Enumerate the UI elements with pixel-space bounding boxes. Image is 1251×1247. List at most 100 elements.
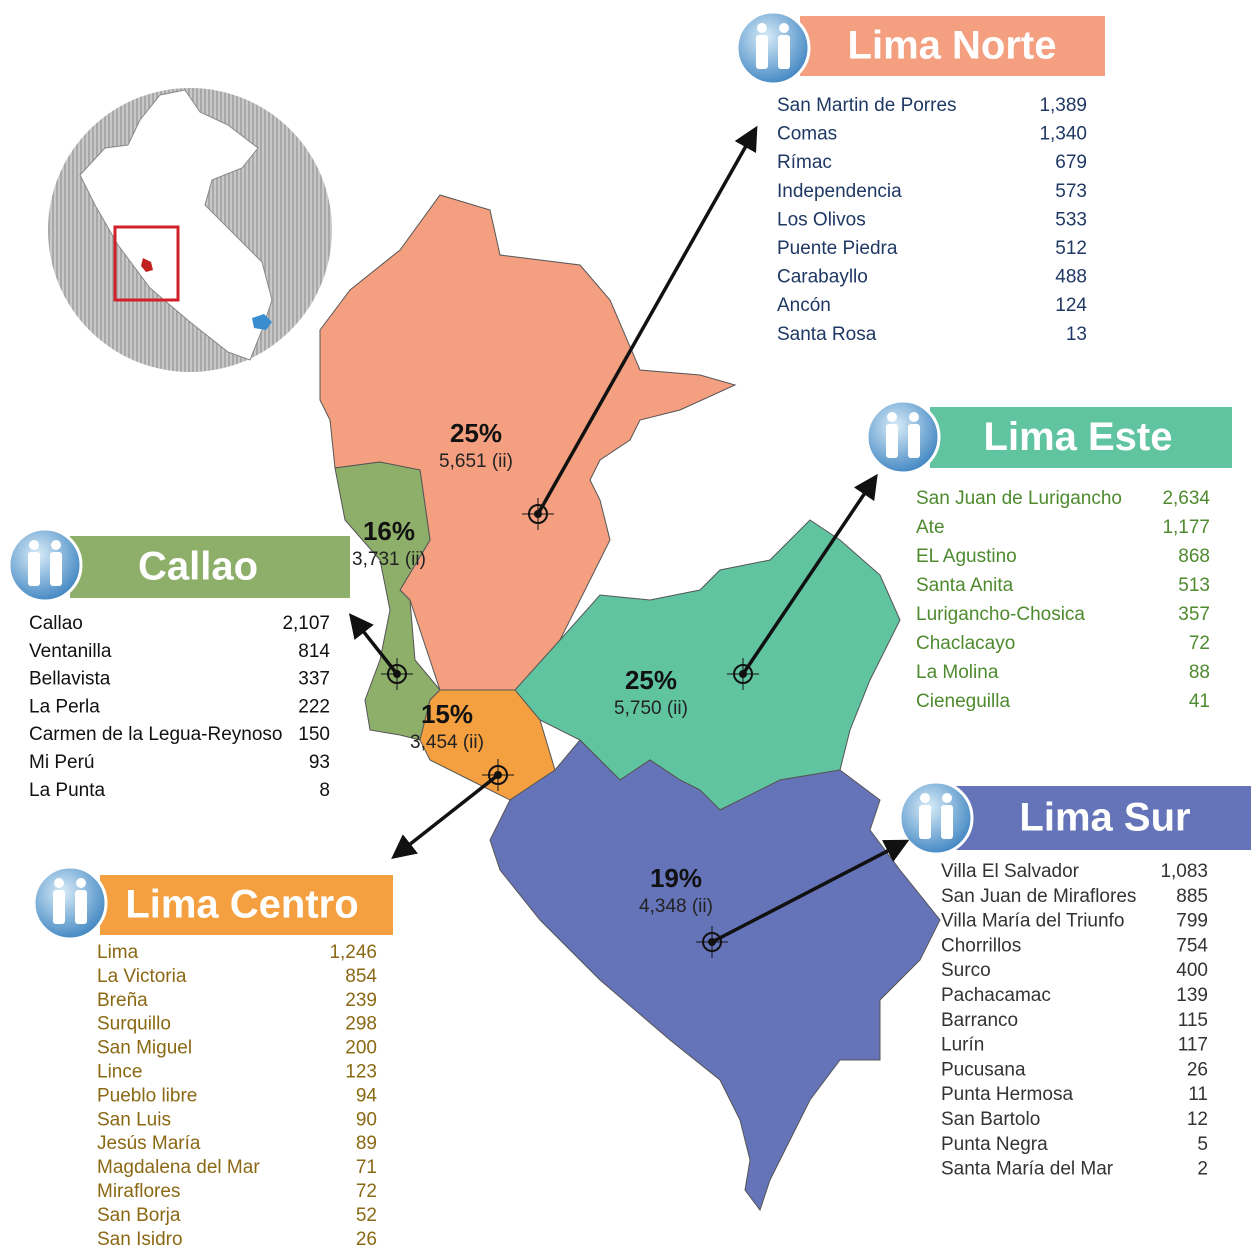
- district-value: 90: [356, 1109, 377, 1130]
- district-name: Villa El Salvador: [941, 861, 1080, 882]
- district-value: 5: [1197, 1134, 1208, 1155]
- region-header-band: [930, 407, 1232, 468]
- region-icon: [898, 780, 974, 856]
- district-value: 200: [345, 1038, 377, 1059]
- district-value: 2,107: [282, 613, 330, 634]
- district-name: La Perla: [29, 696, 100, 717]
- icon-head: [76, 878, 86, 888]
- district-value: 799: [1176, 911, 1208, 932]
- district-name: Lurín: [941, 1035, 984, 1056]
- district-value: 400: [1176, 960, 1208, 981]
- district-name: Mi Perú: [29, 752, 94, 773]
- icon-circle: [865, 399, 941, 475]
- district-name: La Punta: [29, 780, 105, 801]
- district-name: Lince: [97, 1062, 142, 1083]
- district-name: San Martin de Porres: [777, 95, 957, 116]
- icon-body: [908, 424, 920, 458]
- district-name: Comas: [777, 124, 837, 145]
- district-name: Cieneguilla: [916, 691, 1010, 712]
- region-header-band: [940, 786, 1251, 850]
- district-value: 885: [1176, 886, 1208, 907]
- pointer-arrow: [391, 773, 500, 860]
- target-cross: [696, 926, 728, 958]
- target-marker: [727, 658, 759, 690]
- pointer-arrow: [536, 125, 758, 515]
- district-value: 1,389: [1039, 95, 1087, 116]
- district-value: 93: [309, 752, 330, 773]
- district-name: San Borja: [97, 1205, 181, 1226]
- pointer-arrow: [741, 473, 878, 675]
- target-cross: [522, 498, 554, 530]
- region-header-band: [70, 536, 350, 598]
- district-name: Pucusana: [941, 1059, 1026, 1080]
- district-value: 150: [298, 724, 330, 745]
- district-value: 11: [1188, 1084, 1208, 1105]
- region-icon: [865, 399, 941, 475]
- district-name: La Victoria: [97, 966, 187, 987]
- region-percent: 15%: [421, 699, 473, 729]
- region-title: Callao: [138, 545, 258, 589]
- region-header-band: [800, 16, 1105, 76]
- icon-head: [887, 412, 897, 422]
- region-title: Lima Este: [984, 415, 1173, 459]
- district-name: La Molina: [916, 662, 999, 683]
- district-value: 854: [345, 966, 377, 987]
- district-name: Ventanilla: [29, 641, 112, 662]
- region-icon: [7, 527, 83, 603]
- icon-body: [941, 805, 953, 839]
- district-name: Magdalena del Mar: [97, 1157, 260, 1178]
- icon-circle: [735, 10, 811, 86]
- district-name: Rímac: [777, 152, 832, 173]
- district-name: Santa Rosa: [777, 324, 877, 345]
- district-name: Surquillo: [97, 1014, 171, 1035]
- region-icon: [32, 865, 108, 941]
- target-cross: [727, 658, 759, 690]
- icon-body: [756, 35, 768, 69]
- district-value: 26: [1187, 1059, 1208, 1080]
- locator-globe: [48, 88, 332, 372]
- district-name: Chaclacayo: [916, 633, 1015, 654]
- icon-body: [886, 424, 898, 458]
- district-value: 1,340: [1039, 124, 1087, 145]
- icon-body: [919, 805, 931, 839]
- icon-body: [53, 890, 65, 924]
- region-total: 5,651 (ii): [439, 451, 513, 472]
- district-value: 868: [1178, 546, 1210, 567]
- region-icon: [735, 10, 811, 86]
- district-name: Ate: [916, 517, 945, 538]
- district-value: 72: [356, 1181, 377, 1202]
- district-value: 2: [1197, 1159, 1208, 1180]
- icon-circle: [898, 780, 974, 856]
- icon-head: [29, 540, 39, 550]
- icon-head: [909, 412, 919, 422]
- target-marker: [522, 498, 554, 530]
- icon-head: [942, 793, 952, 803]
- district-name: San Isidro: [97, 1229, 183, 1247]
- target-cross: [381, 658, 413, 690]
- icon-body: [778, 35, 790, 69]
- district-value: 124: [1055, 295, 1087, 316]
- icon-head: [54, 878, 64, 888]
- district-name: Punta Negra: [941, 1134, 1048, 1155]
- district-name: Bellavista: [29, 669, 111, 690]
- region-title: Lima Sur: [1019, 796, 1190, 840]
- district-name: Miraflores: [97, 1181, 180, 1202]
- icon-circle: [32, 865, 108, 941]
- district-value: 488: [1055, 267, 1087, 288]
- district-name: Pueblo libre: [97, 1085, 197, 1106]
- district-name: Santa Anita: [916, 575, 1014, 596]
- lima-sur-area: [489, 739, 941, 1212]
- district-value: 12: [1187, 1109, 1208, 1130]
- district-value: 115: [1178, 1010, 1208, 1031]
- district-value: 89: [356, 1133, 377, 1154]
- region-total: 3,454 (ii): [410, 732, 484, 753]
- region-header-band: [100, 875, 393, 935]
- district-value: 239: [345, 990, 377, 1011]
- district-value: 139: [1176, 985, 1208, 1006]
- district-value: 71: [356, 1157, 377, 1178]
- district-value: 679: [1055, 152, 1087, 173]
- pointer-arrow: [348, 613, 399, 676]
- district-value: 1,083: [1160, 861, 1208, 882]
- district-name: Pachacamac: [941, 985, 1051, 1006]
